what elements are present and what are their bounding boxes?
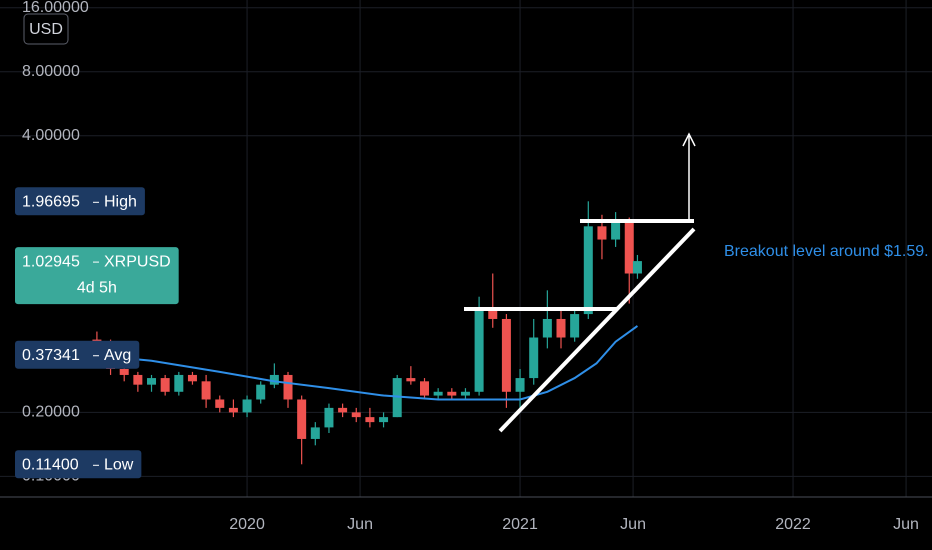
- price-label: 1.02945 XRPUSD 4d 5h: [15, 247, 179, 305]
- candle-body: [297, 399, 307, 439]
- trend-line: [498, 227, 696, 433]
- x-tick-label: 2020: [229, 516, 265, 533]
- currency-box: [23, 13, 69, 45]
- x-tick-label: 2021: [502, 516, 538, 533]
- y-tick-label: 8.00000: [22, 63, 80, 80]
- candle-body: [174, 374, 184, 392]
- y-tick-label: 4.00000: [22, 127, 80, 144]
- candle-body: [215, 399, 225, 408]
- candle-body: [529, 337, 539, 379]
- price-label-name: Avg: [104, 347, 131, 364]
- price-label-value: 0.37341: [22, 347, 80, 364]
- candle-body: [392, 378, 402, 418]
- candle-body: [488, 310, 498, 319]
- candle-body: [351, 412, 361, 418]
- price-label: 0.11400 Low: [15, 450, 142, 479]
- candle-body: [338, 407, 348, 413]
- price-label-box: [15, 450, 142, 479]
- candle-body: [583, 226, 593, 315]
- candle-body: [570, 314, 580, 338]
- candle-body: [310, 427, 320, 439]
- candle-body: [632, 261, 642, 274]
- arrow-head: [682, 132, 696, 147]
- y-tick-label: 0.20000: [22, 404, 80, 421]
- price-label-box: [15, 340, 140, 369]
- candle-body: [542, 318, 552, 338]
- candle-body: [474, 310, 484, 392]
- candle-body: [242, 399, 252, 413]
- drawings: [464, 132, 696, 433]
- candle-body: [269, 374, 279, 385]
- annotation: Breakout level around $1.59.: [724, 243, 929, 260]
- candle-body: [256, 384, 266, 400]
- candle-body: [147, 378, 157, 385]
- price-label-value: 0.11400: [22, 457, 79, 474]
- price-labels: 0.100000.200004.000008.0000016.000002020…: [15, 0, 919, 533]
- candle-body: [160, 378, 170, 392]
- candle-body: [406, 378, 416, 382]
- y-tick-label: 16.00000: [22, 0, 89, 16]
- candle-body: [597, 226, 607, 240]
- price-label: 0.37341 Avg: [15, 340, 140, 369]
- candle-body: [447, 391, 457, 396]
- price-label-box: [15, 187, 145, 216]
- candle-body: [324, 407, 334, 428]
- candle-body: [119, 368, 129, 375]
- candle-body: [433, 391, 443, 396]
- x-tick-label: Jun: [893, 516, 919, 533]
- x-tick-label: Jun: [347, 516, 373, 533]
- candle-body: [611, 220, 621, 240]
- price-label-value: 1.96695: [22, 194, 80, 211]
- candle-body: [460, 391, 470, 396]
- candle-body: [501, 318, 511, 392]
- price-label: 1.96695 High: [15, 187, 145, 216]
- candle-body: [365, 417, 375, 423]
- candle-body: [624, 220, 634, 274]
- candle-body: [515, 378, 525, 392]
- candle-body: [420, 381, 430, 396]
- candle-body: [379, 417, 389, 423]
- average-line: [96, 325, 639, 401]
- countdown: 4d 5h: [77, 279, 117, 296]
- candle-body: [556, 318, 566, 338]
- price-label-name: XRPUSD: [104, 253, 171, 270]
- candle-body: [133, 374, 143, 385]
- price-label-box: [15, 247, 179, 305]
- price-label-name: High: [104, 194, 137, 211]
- candle-body: [283, 374, 293, 400]
- candle-body: [187, 374, 197, 382]
- x-tick-label: 2022: [775, 516, 811, 533]
- grid: [0, 0, 932, 497]
- candle-body: [201, 381, 211, 400]
- currency: USD: [29, 21, 63, 38]
- price-label-value: 1.02945: [22, 253, 80, 270]
- price-label-name: Low: [104, 457, 134, 474]
- candle-body: [228, 407, 238, 413]
- x-tick-label: Jun: [620, 516, 646, 533]
